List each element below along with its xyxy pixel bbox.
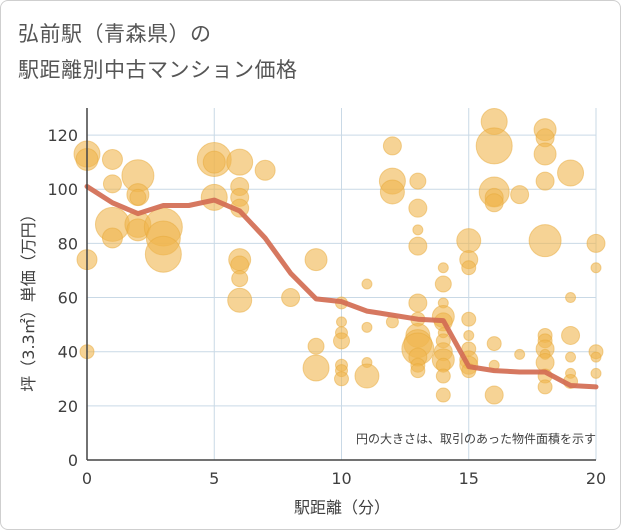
bubble-point xyxy=(565,351,577,363)
bubble-point xyxy=(410,363,426,379)
bubble-point xyxy=(102,174,122,194)
bubble-point xyxy=(144,235,182,273)
bubble-point xyxy=(456,228,482,254)
bubble-point xyxy=(334,371,349,387)
y-axis-label: 坪（3.3㎡）単価（万円） xyxy=(19,206,38,391)
bubble-point xyxy=(129,188,147,206)
y-tick-label: 100 xyxy=(47,180,78,199)
bubble-series xyxy=(73,108,606,405)
bubble-point xyxy=(307,337,325,355)
bubble-point xyxy=(281,288,301,308)
tick-labels: 0 5 10 15 20 0 20 40 60 80 100 120 xyxy=(47,126,606,488)
x-tick-label: 20 xyxy=(586,469,606,488)
bubble-point xyxy=(333,332,350,350)
y-tick-label: 20 xyxy=(58,397,78,416)
bubble-point xyxy=(304,248,328,272)
bubble-point xyxy=(361,278,373,290)
bubble-point xyxy=(590,262,602,274)
bubble-point xyxy=(461,311,477,327)
bubble-point xyxy=(484,193,504,213)
bubble-point xyxy=(528,224,562,258)
bubble-point xyxy=(408,198,428,218)
chart-title-line2: 駅距離別中古マンション価格 xyxy=(18,58,298,82)
axes xyxy=(86,108,596,461)
bubble-point xyxy=(514,348,526,360)
y-tick-label: 60 xyxy=(58,289,78,308)
bubble-point xyxy=(412,224,424,236)
bubble-point xyxy=(434,275,452,293)
bubble-point xyxy=(226,148,254,176)
bubble-point xyxy=(408,236,428,256)
y-tick-label: 80 xyxy=(58,234,78,253)
bubble-point xyxy=(302,354,330,382)
bubble-point xyxy=(557,159,585,187)
bubble-point xyxy=(565,292,577,304)
bubble-point xyxy=(101,227,123,249)
bubble-point xyxy=(590,367,602,379)
bubble-point xyxy=(537,379,553,395)
trend-line xyxy=(84,184,599,390)
bubble-point xyxy=(435,387,451,403)
x-tick-label: 10 xyxy=(331,469,351,488)
x-tick-label: 0 xyxy=(82,469,92,488)
x-tick-label: 15 xyxy=(459,469,479,488)
y-tick-label: 0 xyxy=(68,451,78,470)
bubble-point xyxy=(336,316,347,328)
bubble-point xyxy=(463,329,475,341)
bubble-point xyxy=(409,172,427,190)
bubble-point xyxy=(408,293,428,313)
bubble-point xyxy=(254,159,276,181)
bubble-point xyxy=(354,363,380,389)
y-tick-label: 120 xyxy=(47,126,78,145)
bubble-point xyxy=(202,150,226,174)
bubble-point xyxy=(535,171,555,191)
bubble-point xyxy=(486,336,502,352)
bubble-point xyxy=(382,136,402,156)
grid-lines xyxy=(86,108,597,461)
bubble-point xyxy=(379,179,405,205)
x-tick-label: 5 xyxy=(209,469,219,488)
bubble-point xyxy=(227,287,253,313)
bubble-point xyxy=(586,233,606,253)
x-axis-label: 駅距離（分） xyxy=(294,498,390,517)
bubble-point xyxy=(231,270,249,288)
bubble-point xyxy=(461,260,477,276)
bubble-point xyxy=(437,262,449,274)
size-note: 円の大きさは、取引のあった物件面積を示す xyxy=(356,431,596,446)
bubble-point xyxy=(361,321,373,333)
y-tick-label: 40 xyxy=(58,343,78,362)
bubble-point xyxy=(533,142,557,166)
bubble-point xyxy=(561,325,581,345)
bubble-point xyxy=(475,127,513,165)
bubble-point xyxy=(101,148,123,170)
bubble-point xyxy=(435,368,451,384)
chart-title-line1: 弘前駅（青森県）の xyxy=(18,22,212,46)
bubble-point xyxy=(484,385,504,405)
bubble-point xyxy=(590,351,602,363)
bubble-point xyxy=(510,185,530,205)
